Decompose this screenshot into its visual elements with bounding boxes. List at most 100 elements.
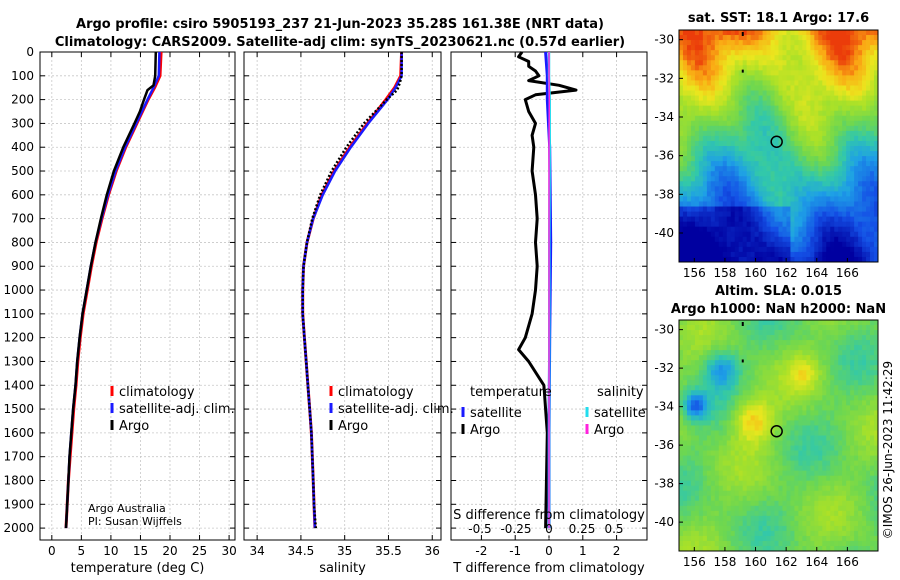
map-cell	[794, 350, 799, 356]
map-cell	[846, 435, 851, 441]
map-cell	[762, 530, 767, 537]
map-cell	[814, 395, 819, 401]
map-cell	[786, 510, 791, 517]
map-cell	[750, 201, 756, 207]
map-cell	[754, 530, 759, 537]
map-cell	[726, 140, 732, 147]
map-cell	[722, 385, 728, 391]
map-cell	[830, 380, 835, 386]
map-cell	[679, 395, 684, 401]
map-cell	[870, 495, 875, 502]
map-cell	[762, 335, 767, 341]
map-cell	[718, 151, 724, 157]
map-cell	[858, 65, 863, 71]
map-cell	[834, 231, 839, 238]
map-cell	[806, 40, 811, 46]
map-cell	[802, 545, 807, 552]
map-cell	[802, 395, 807, 401]
y-tick-label: 1400	[3, 378, 34, 392]
map-cell	[790, 445, 795, 451]
map-cell	[782, 430, 787, 436]
map-cell	[794, 125, 799, 132]
map-cell	[838, 435, 843, 441]
map-cell	[854, 375, 859, 381]
map-cell	[790, 440, 795, 446]
map-cell	[842, 390, 847, 396]
map-cell	[774, 450, 779, 456]
map-cell	[826, 176, 831, 182]
map-cell	[798, 80, 803, 86]
map-cell	[806, 525, 811, 532]
map-cell	[730, 110, 736, 117]
map-cell	[762, 246, 767, 253]
map-cell	[794, 211, 799, 218]
map-cell	[806, 231, 811, 238]
map-cell	[750, 410, 756, 416]
map-cell	[802, 85, 807, 91]
map-cell	[802, 520, 807, 527]
map-cell	[790, 505, 795, 512]
map-cell	[858, 176, 863, 182]
map-cell	[690, 211, 696, 218]
map-cell	[782, 350, 787, 356]
map-cell	[826, 515, 831, 522]
map-cell	[862, 370, 867, 376]
map-cell	[810, 370, 815, 376]
map-cell	[714, 525, 720, 532]
map-cell	[750, 85, 756, 91]
map-cell	[818, 385, 823, 391]
map-cell	[742, 241, 748, 248]
map-cell	[874, 216, 879, 223]
map-cell	[702, 470, 708, 477]
map-cell	[802, 320, 807, 326]
map-cell	[730, 370, 736, 376]
map-cell	[679, 430, 684, 436]
map-cell	[738, 325, 744, 331]
map-cell	[790, 30, 795, 36]
map-cell	[746, 415, 752, 421]
map-cell	[794, 530, 799, 537]
map-cell	[782, 500, 787, 507]
map-cell	[870, 470, 875, 477]
map-cell	[679, 100, 684, 107]
map-cell	[710, 430, 716, 436]
map-cell	[742, 405, 748, 411]
map-cell	[702, 251, 708, 258]
sla-map-panel: 156 158 160 162 164 166-30-32-34-36-38-40Alti…	[654, 284, 886, 569]
map-cell	[834, 495, 839, 502]
map-cell	[770, 115, 775, 122]
map-cell	[746, 95, 752, 102]
map-cell	[698, 380, 704, 386]
map-cell	[710, 450, 716, 456]
map-cell	[778, 251, 783, 258]
map-cell	[706, 130, 712, 137]
map-cell	[698, 80, 704, 86]
map-cell	[730, 380, 736, 386]
map-cell	[874, 385, 879, 391]
map-cell	[758, 211, 763, 218]
map-cell	[714, 350, 720, 356]
map-cell	[806, 425, 811, 431]
map-cell	[679, 65, 684, 71]
map-cell	[774, 355, 779, 361]
map-cell	[742, 345, 748, 351]
map-cell	[690, 146, 696, 152]
map-cell	[842, 370, 847, 376]
map-cell	[786, 505, 791, 512]
map-cell	[782, 510, 787, 517]
map-cell	[798, 130, 803, 137]
map-cell	[822, 370, 827, 376]
map-cell	[842, 410, 847, 416]
map-cell	[806, 485, 811, 492]
map-cell	[846, 545, 851, 552]
map-cell	[866, 135, 871, 142]
map-cell	[710, 186, 716, 192]
map-cell	[862, 105, 867, 112]
map-cell	[750, 460, 756, 467]
map-cell	[690, 256, 696, 263]
map-cell	[690, 231, 696, 238]
map-cell	[862, 415, 867, 421]
map-cell	[786, 186, 791, 192]
map-cell	[682, 226, 688, 233]
map-cell	[686, 425, 692, 431]
